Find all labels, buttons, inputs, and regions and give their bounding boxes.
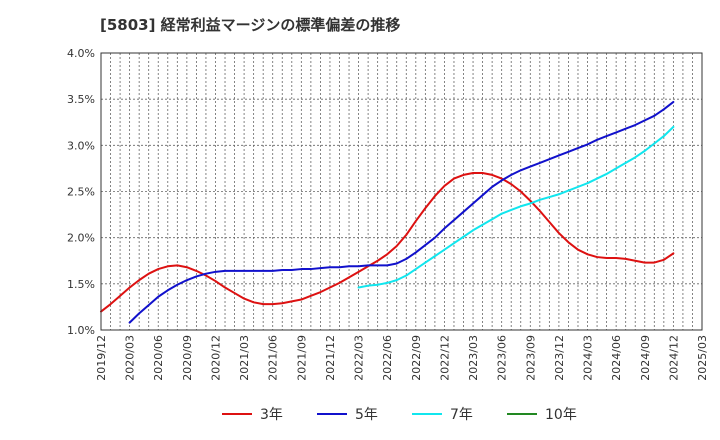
x-tick-label: 2023/09	[524, 335, 537, 381]
x-tick-label: 2019/12	[95, 335, 108, 381]
legend-label-0: 3年	[260, 407, 283, 423]
x-tick-label: 2024/09	[639, 335, 652, 381]
x-tick-label: 2021/03	[238, 335, 251, 381]
series-line-2	[357, 125, 675, 289]
y-tick-label: 3.5%	[67, 93, 95, 106]
x-tick-label: 2021/06	[267, 335, 280, 381]
legend-label-3: 10年	[545, 407, 577, 423]
x-tick-label: 2020/12	[209, 335, 222, 381]
y-tick-label: 3.0%	[67, 139, 95, 152]
legend-label-2: 7年	[450, 407, 473, 423]
series-line-0	[100, 172, 675, 313]
series-layer	[100, 100, 675, 324]
legend-label-1: 5年	[355, 407, 378, 423]
x-tick-label: 2023/06	[496, 335, 509, 381]
x-tick-label: 2022/06	[381, 335, 394, 381]
chart-title: [5803] 経常利益マージンの標準偏差の推移	[100, 16, 401, 34]
x-tick-label: 2024/12	[667, 335, 680, 381]
y-tick-label: 1.0%	[67, 324, 95, 337]
x-tick-label: 2022/03	[353, 335, 366, 381]
x-tick-label: 2024/03	[582, 335, 595, 381]
x-tick-label: 2022/12	[438, 335, 451, 381]
y-tick-label: 2.5%	[67, 186, 95, 199]
y-axis-ticks: 1.0% 1.5% 2.0% 2.5% 3.0% 3.5% 4.0%	[67, 47, 95, 337]
plot-frame	[100, 52, 703, 331]
series-line-1	[128, 100, 675, 324]
x-tick-label: 2023/12	[553, 335, 566, 381]
x-tick-label: 2021/09	[295, 335, 308, 381]
grid-layer	[100, 52, 703, 331]
x-tick-label: 2025/03	[696, 335, 709, 381]
x-axis-ticks: 2019/12 2020/03 2020/06 2020/09 2020/12 2021/…	[95, 335, 709, 381]
x-tick-label: 2023/03	[467, 335, 480, 381]
x-tick-label: 2021/12	[324, 335, 337, 381]
y-tick-label: 1.5%	[67, 278, 95, 291]
y-tick-label: 2.0%	[67, 232, 95, 245]
y-tick-label: 4.0%	[67, 47, 95, 60]
x-tick-label: 2022/09	[410, 335, 423, 381]
x-tick-label: 2024/06	[610, 335, 623, 381]
x-tick-label: 2020/06	[152, 335, 165, 381]
x-tick-label: 2020/03	[124, 335, 137, 381]
legend: 3年 5年 7年 10年	[222, 407, 577, 423]
x-tick-label: 2020/09	[181, 335, 194, 381]
